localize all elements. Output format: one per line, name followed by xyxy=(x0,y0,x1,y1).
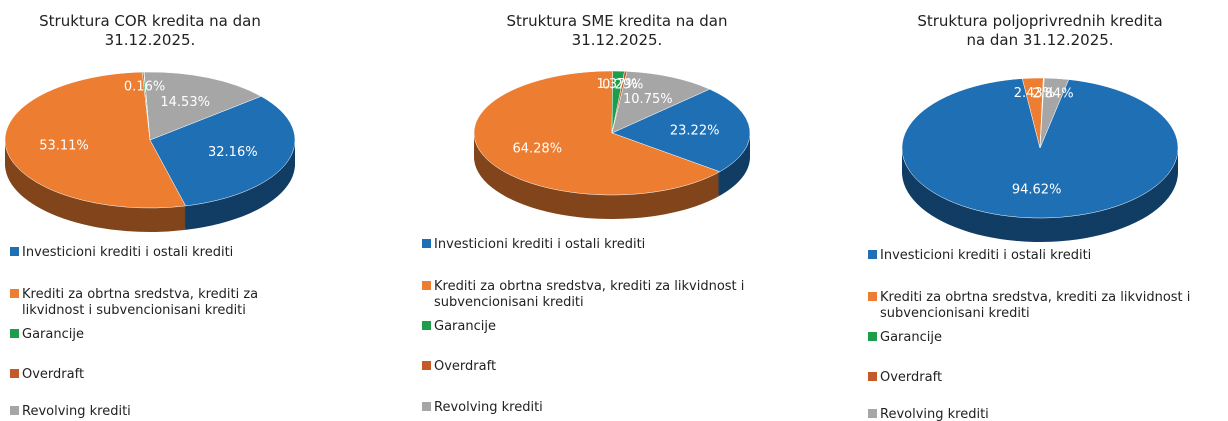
pie-labels: 32.16% 53.11% 0.16%14.53% xyxy=(39,80,257,161)
pie-labels: 94.62% 2.43%2.84% xyxy=(1012,86,1074,197)
data-label: 2.43% xyxy=(1014,86,1055,101)
legend-item: Krediti za obrtna sredstva, krediti za l… xyxy=(868,290,1228,322)
pie-labels: 23.22% 64.28% 1.37%0.29%10.75% xyxy=(512,77,719,156)
pie-tops xyxy=(473,70,751,196)
legend-label: Overdraft xyxy=(434,359,497,374)
legend-swatch xyxy=(422,361,431,370)
slice xyxy=(143,71,262,141)
legend-swatch xyxy=(868,372,877,381)
legend-label: Investicioni krediti i ostali krediti xyxy=(434,237,646,252)
legend-item: Overdraft xyxy=(868,370,1228,386)
legend-label: Krediti za obrtna sredstva, krediti za l… xyxy=(434,279,745,310)
slice xyxy=(901,78,1179,219)
legend-item: Garancije xyxy=(868,330,1228,346)
legend-swatch xyxy=(868,250,877,259)
data-label: 2.84% xyxy=(1032,86,1073,101)
chart-title: Struktura COR kredita na dan 31.12.2025. xyxy=(39,12,261,49)
legend-item: Investicioni krediti i ostali krediti xyxy=(10,245,307,261)
data-label: 94.62% xyxy=(1012,182,1062,197)
legend-label: Krediti za obrtna sredstva, krediti za l… xyxy=(880,290,1191,321)
legend-label: Revolving krediti xyxy=(22,404,131,419)
legend-item: Revolving krediti xyxy=(10,404,307,420)
legend-item: Garancije xyxy=(10,327,307,343)
legend-label: Krediti za obrtna sredstva, krediti za l… xyxy=(22,287,259,318)
legend-swatch xyxy=(10,247,19,256)
legend-swatch xyxy=(10,406,19,415)
pie-tops xyxy=(901,77,1179,219)
legend-item: Revolving krediti xyxy=(422,400,804,416)
slice xyxy=(1039,77,1070,149)
legend-swatch xyxy=(422,239,431,248)
data-label: 23.22% xyxy=(670,123,720,138)
data-label: 0.29% xyxy=(602,77,643,92)
legend-swatch xyxy=(868,332,877,341)
legend-label: Overdraft xyxy=(22,367,85,382)
legend-item: Investicioni krediti i ostali krediti xyxy=(868,248,1228,264)
chart-title: Struktura poljoprivrednih kredita na dan… xyxy=(917,12,1163,49)
legend-item: Garancije xyxy=(422,319,804,335)
legend-label: Garancije xyxy=(22,327,84,342)
legend-swatch xyxy=(868,409,877,418)
legend-label: Investicioni krediti i ostali krediti xyxy=(880,248,1092,263)
pie-tops xyxy=(4,71,296,209)
data-label: 1.37% xyxy=(597,77,638,92)
chart-title: Struktura SME kredita na dan 31.12.2025. xyxy=(506,12,728,49)
slice xyxy=(611,71,711,134)
legend-swatch xyxy=(10,289,19,298)
data-label: 14.53% xyxy=(160,95,210,110)
legend-item: Krediti za obrtna sredstva, krediti za l… xyxy=(10,287,307,319)
legend-label: Overdraft xyxy=(880,370,943,385)
legend-swatch xyxy=(868,292,877,301)
legend-item: Overdraft xyxy=(10,367,307,383)
slice xyxy=(4,71,187,209)
legend-item: Krediti za obrtna sredstva, krediti za l… xyxy=(422,279,804,311)
legend-swatch xyxy=(422,321,431,330)
data-label: 10.75% xyxy=(623,92,673,107)
legend-swatch xyxy=(422,402,431,411)
slice xyxy=(611,88,751,173)
legend-label: Garancije xyxy=(434,319,496,334)
legend-swatch xyxy=(10,329,19,338)
legend-label: Revolving krediti xyxy=(880,407,989,421)
data-label: 53.11% xyxy=(39,139,89,154)
data-label: 0.16% xyxy=(124,80,165,95)
slice xyxy=(149,96,296,207)
data-label: 64.28% xyxy=(512,142,562,157)
legend-swatch xyxy=(10,369,19,378)
slice xyxy=(473,70,721,196)
legend-label: Investicioni krediti i ostali krediti xyxy=(22,245,234,260)
legend-item: Investicioni krediti i ostali krediti xyxy=(422,237,804,253)
legend-swatch xyxy=(422,281,431,290)
legend-item: Revolving krediti xyxy=(868,407,1228,421)
legend-label: Revolving krediti xyxy=(434,400,543,415)
legend-item: Overdraft xyxy=(422,359,804,375)
legend-label: Garancije xyxy=(880,330,942,345)
data-label: 32.16% xyxy=(208,145,258,160)
